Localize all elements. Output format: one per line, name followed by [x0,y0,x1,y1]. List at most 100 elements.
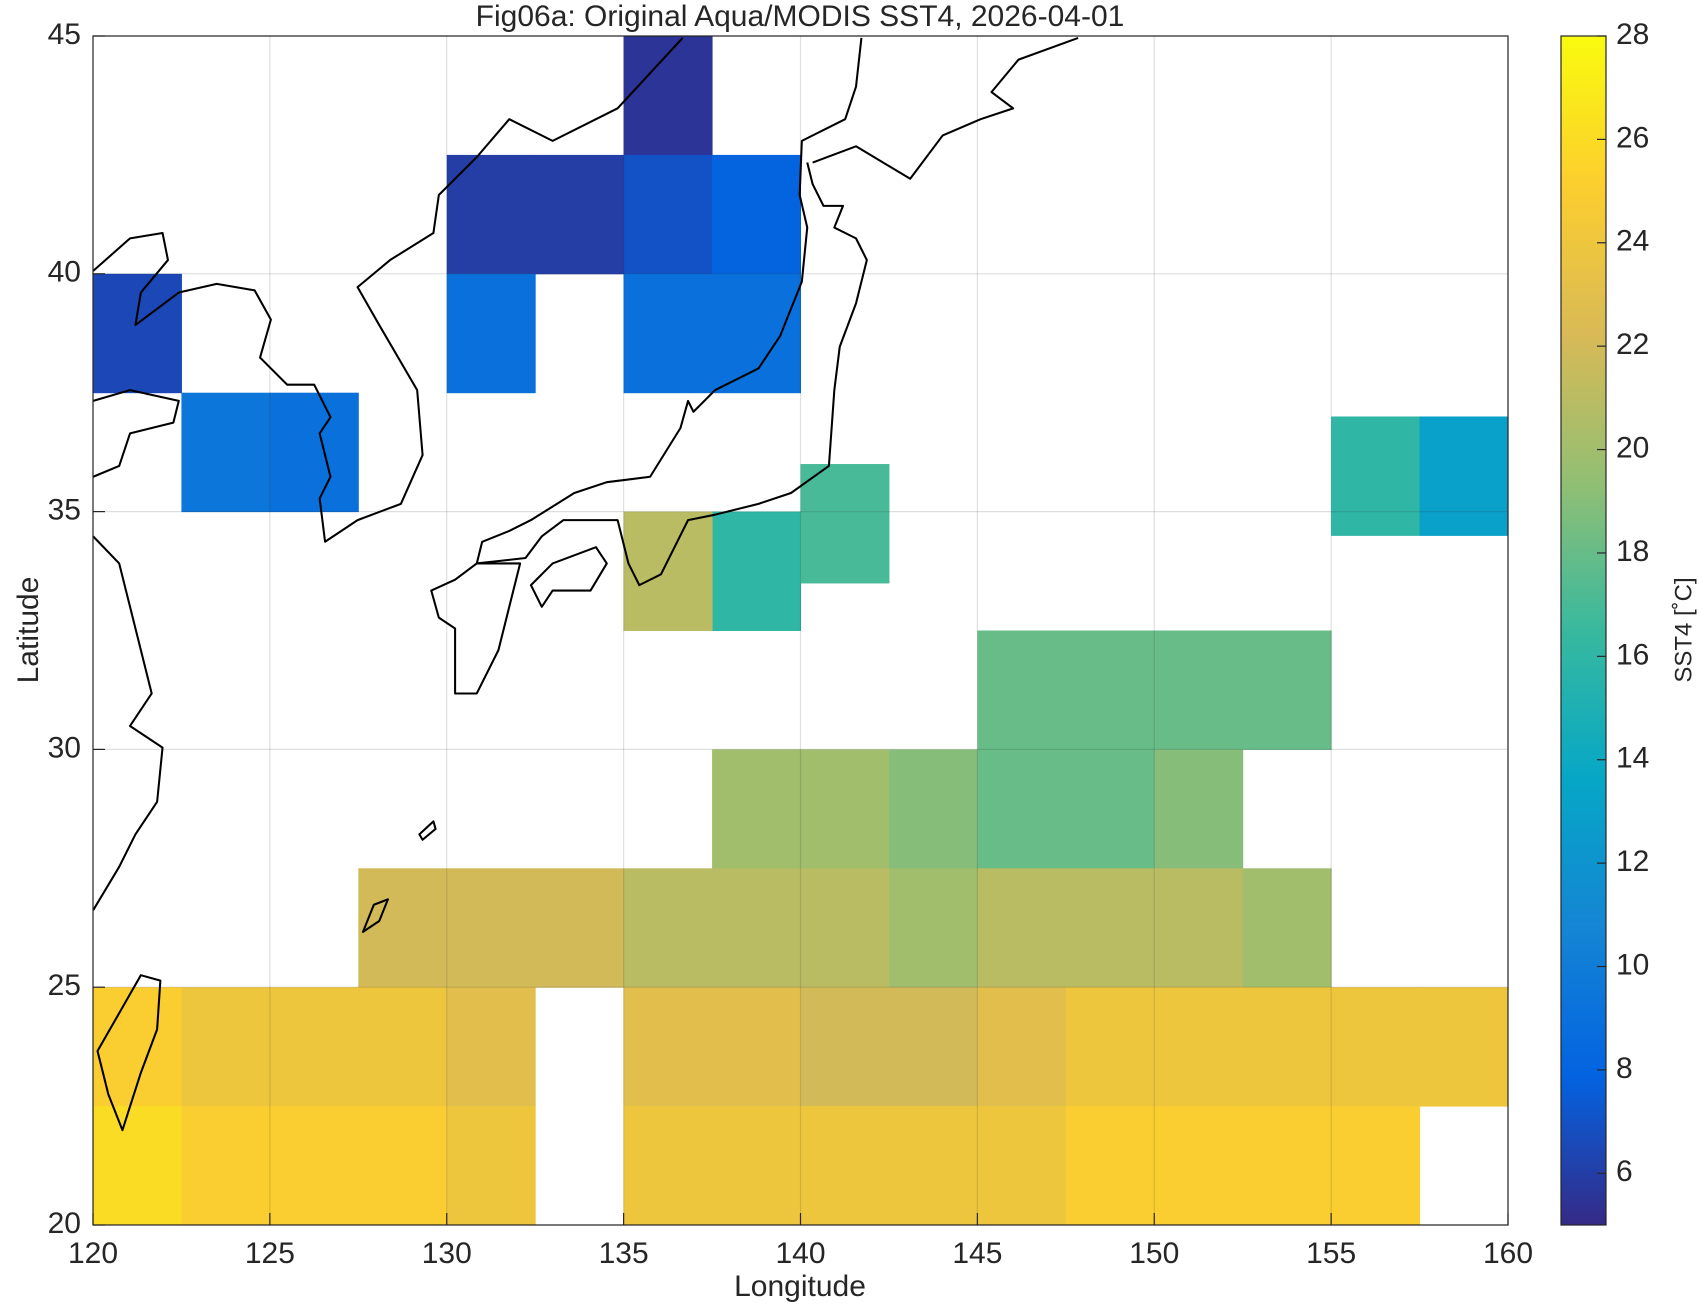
sst-cell [1154,630,1244,750]
colorbar-tick-label: 10 [1616,948,1649,981]
sst-cell [623,511,713,631]
plot-frame [92,35,1509,1226]
colorbar-tick-label: 20 [1616,431,1649,464]
x-tick-label: 130 [422,1237,472,1270]
sst-cell [888,868,978,988]
sst-cell [1065,868,1155,988]
sst-cell [269,987,359,1107]
sst-cell [623,36,713,156]
sst-cell [712,987,801,1107]
sst-cell [623,1106,713,1225]
y-axis-label: Latitude [12,577,45,684]
sst-cell [269,392,359,513]
colorbar-tick-label: 14 [1616,742,1649,775]
sst-cell [977,749,1067,869]
y-tick-label: 30 [48,731,81,764]
coastline [92,389,180,478]
colorbar-tick-label: 6 [1616,1155,1633,1188]
colorbar-tick-label: 16 [1616,638,1649,671]
sst-cell [623,154,713,275]
sst-cell [1154,868,1244,988]
y-tick-label: 45 [48,18,81,51]
shikoku [529,546,608,608]
sst-cell [269,1106,359,1225]
sst-cell [712,273,801,394]
colorbar-tick-label: 26 [1616,121,1649,154]
sst-cell [712,1106,801,1225]
sst-cell [446,987,536,1107]
x-tick-label: 135 [599,1237,649,1270]
sst-cell [1419,987,1508,1107]
x-tick-label: 125 [245,1237,295,1270]
sst-cell [623,868,713,988]
sst-cell [888,987,978,1107]
sst-cell [712,868,801,988]
sst-cell [1242,1106,1332,1225]
colorbar-tick-label: 18 [1616,535,1649,568]
sst-cell [800,464,890,584]
colorbar-tick-label: 8 [1616,1052,1633,1085]
sst-cell [1331,1106,1421,1225]
y-tick-label: 25 [48,969,81,1002]
sst-cell [446,868,536,988]
honshu [475,37,868,587]
taiwan [96,974,162,1132]
y-tick-label: 40 [48,256,81,289]
x-tick-label: 150 [1129,1237,1179,1270]
sst-cell [1331,416,1421,536]
sst-cell [1065,749,1155,869]
sst-cell [446,273,536,394]
sst-field [93,36,1508,1225]
sst-cell [1065,630,1155,750]
chart-title: Fig06a: Original Aqua/MODIS SST4, 2026-0… [476,0,1125,33]
sst-cell [800,868,890,988]
sst-cell [93,273,182,394]
sst-cell [1065,987,1155,1107]
sst-cell [977,987,1067,1107]
sst-cell [181,392,271,513]
sst-cell [1242,630,1332,750]
x-tick-label: 155 [1306,1237,1356,1270]
sst-cell [358,1106,448,1225]
sst-cell [800,1106,890,1225]
sst-cell [1331,987,1421,1107]
sst-cell [888,1106,978,1225]
sst-cell [93,1106,182,1225]
x-tick-label: 160 [1483,1237,1533,1270]
sst-cell [1154,1106,1244,1225]
sst-cell [93,987,182,1107]
sst-cell [888,749,978,869]
sst-cell [977,630,1067,750]
sst-cell [623,273,713,394]
sst-cell [1154,749,1244,869]
kyushu [430,562,522,695]
sst-cell [181,987,271,1107]
sst-cell [358,987,448,1107]
x-axis-label: Longitude [734,1270,866,1303]
colorbar-label: SST4 [˚C] [1670,577,1697,682]
sst-cell [535,868,625,988]
sst-cell [800,987,890,1107]
x-tick-label: 120 [68,1237,118,1270]
sst-cell [1242,987,1332,1107]
x-tick-label: 145 [952,1237,1002,1270]
y-tick-label: 35 [48,494,81,527]
sst-cell [977,868,1067,988]
sst-cell [535,154,625,275]
sst-cell [1242,868,1332,988]
coastlines [92,36,1079,1132]
hokkaido [812,36,1079,180]
sst-cell [181,1106,271,1225]
sst-cell [446,154,536,275]
sst-cell [1154,987,1244,1107]
sst-cell [800,749,890,869]
colorbar-tick-label: 12 [1616,845,1649,878]
sst-cell [358,868,448,988]
okinawa [361,898,389,933]
colorbar-tick-label: 28 [1616,18,1649,51]
sst-cell [977,1106,1067,1225]
x-tick-label: 140 [775,1237,825,1270]
colorbar-tick-label: 24 [1616,225,1649,258]
